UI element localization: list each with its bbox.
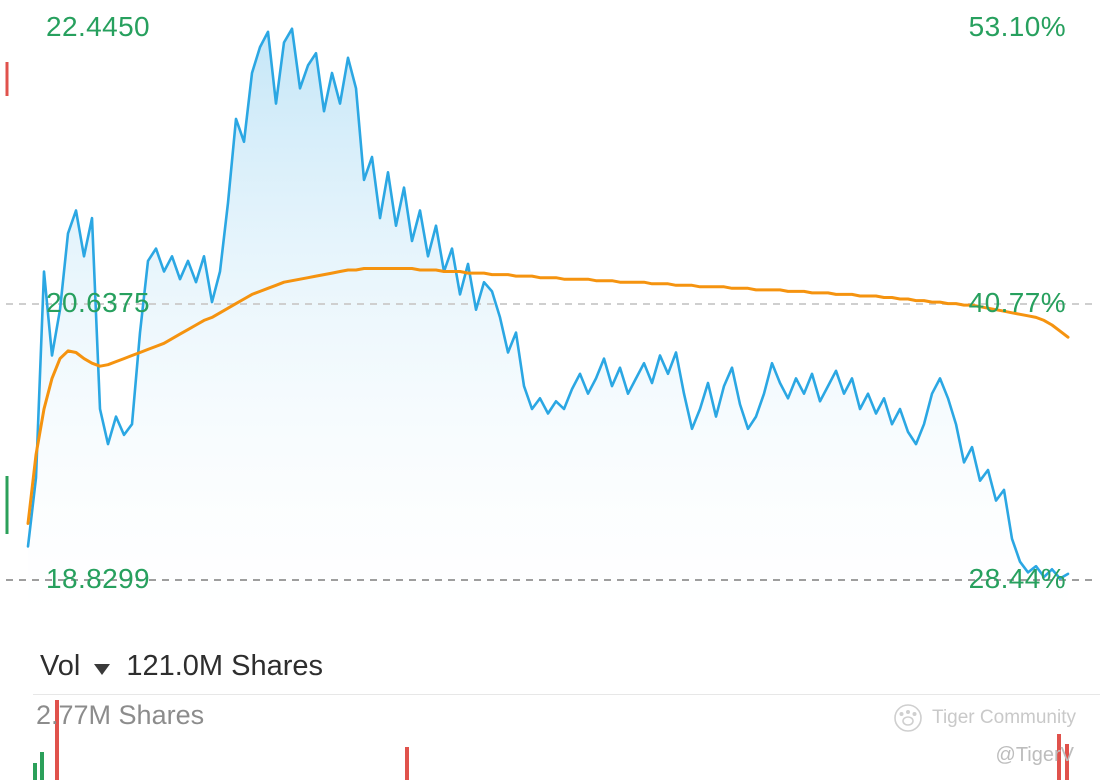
volume-bar [33, 763, 37, 780]
vol-label: Vol [40, 650, 81, 682]
pct-label-low: 28.44% [968, 563, 1066, 594]
pct-label-high: 53.10% [968, 11, 1066, 42]
volume-bar [1065, 744, 1069, 780]
price-label-mid: 20.6375 [46, 287, 151, 318]
moving-average-line [26, 267, 1070, 525]
volume-bar [1057, 734, 1061, 780]
price-line [26, 27, 1070, 580]
volume-axis-max-label: 2.77M Shares [36, 700, 205, 730]
watermark: Tiger Community [892, 702, 1076, 734]
price-label-high: 22.4450 [46, 11, 151, 42]
price-chart[interactable] [0, 0, 1100, 622]
volume-bar [55, 700, 59, 780]
price-label-low: 18.8299 [46, 563, 151, 594]
volume-bars [0, 694, 1100, 780]
volume-pane[interactable]: 2.77M Shares Tiger Community @TigerV [0, 694, 1100, 780]
watermark-handle: @TigerV [995, 744, 1074, 766]
tiger-logo-icon [894, 704, 922, 732]
watermark-brand: Tiger Community [932, 707, 1076, 728]
volume-indicator-selector[interactable]: Vol 121.0M Shares [40, 650, 323, 683]
volume-bar [405, 747, 409, 780]
pane-divider [33, 694, 1100, 695]
price-area [28, 28, 1068, 622]
chevron-down-icon [94, 664, 111, 675]
pct-label-mid: 40.77% [968, 287, 1066, 318]
vol-value: 121.0M Shares [126, 650, 323, 682]
volume-bar [40, 752, 44, 780]
